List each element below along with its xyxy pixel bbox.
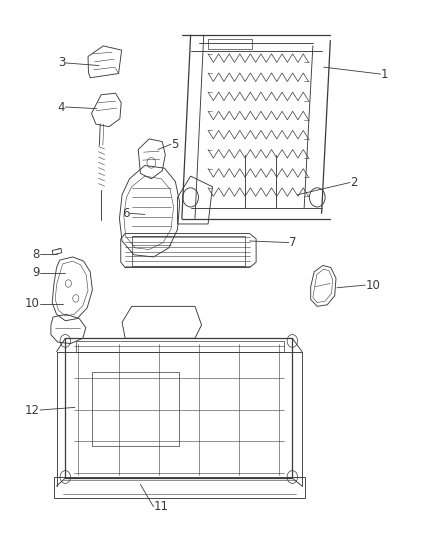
Text: 10: 10 — [25, 297, 40, 310]
Text: 4: 4 — [58, 101, 65, 114]
Text: 6: 6 — [122, 207, 130, 220]
Text: 7: 7 — [289, 236, 297, 249]
Text: 3: 3 — [58, 56, 65, 69]
Text: 12: 12 — [25, 403, 40, 416]
Text: 8: 8 — [32, 248, 40, 261]
Text: 5: 5 — [171, 138, 178, 151]
Bar — [92, 372, 179, 446]
Text: 10: 10 — [365, 279, 380, 292]
Text: 9: 9 — [32, 266, 40, 279]
Text: 2: 2 — [350, 176, 357, 189]
Bar — [208, 39, 252, 49]
Text: 1: 1 — [381, 68, 388, 80]
Text: 11: 11 — [153, 500, 169, 513]
